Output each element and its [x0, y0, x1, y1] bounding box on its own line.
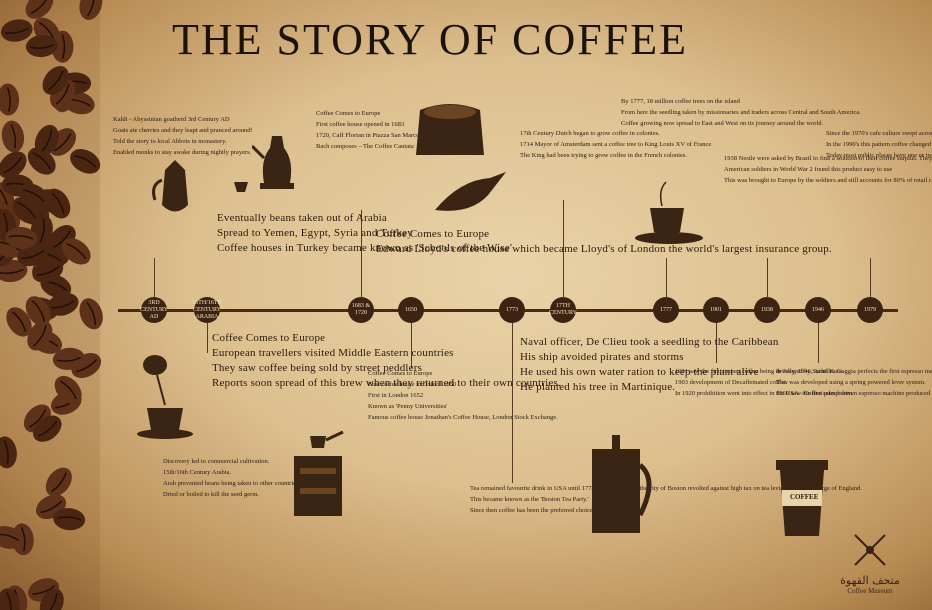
discovery-text: Discovery led to commercial cultivation.…: [163, 458, 301, 498]
node-1901: 1901: [703, 297, 729, 323]
lloyds-text: Coffee Comes to Europe Edward Lloyd's co…: [376, 228, 832, 255]
small-cup-illustration: [234, 182, 248, 192]
arabia-text: Eventually beans taken out of Arabia Spr…: [217, 212, 513, 254]
oxford-text: Coffee Comes to Europe First coffee hous…: [368, 370, 558, 421]
node-1938: 1938: [754, 297, 780, 323]
coffee-grinder-illustration: [294, 430, 344, 516]
node-17th-century: 17TH CENTURY: [549, 297, 577, 323]
declieu-text: Naval officer, De Clieu took a seedling …: [520, 336, 779, 393]
europe-1720-text: Coffee Comes to Europe First coffee hous…: [316, 110, 466, 150]
node-15th-16th-century: 15TH/16TH CENTURY ARABIA: [192, 297, 222, 323]
takeaway-cup-illustration: [776, 460, 828, 536]
takeaway-cup-label: COFFEE: [790, 493, 819, 501]
nestle-text: 1938 Nestle were asked by Brazil to find…: [724, 155, 932, 184]
europe-travellers-text: Coffee Comes to Europe European travelle…: [212, 332, 561, 389]
coffee-pot-illustration: [152, 160, 188, 212]
coffee-cup-flowers-illustration: [635, 181, 703, 244]
1777-text: By 1777, 18 million coffee trees on the …: [621, 98, 861, 127]
1901-text: 1901 saw the first instant coffee being …: [675, 368, 854, 397]
logo-english: Coffee Museum: [847, 587, 893, 595]
page-title: THE STORY OF COFFEE: [172, 15, 688, 64]
node-1979: 1979: [857, 297, 883, 323]
1979-text: Since the 1970's cafe culture swept acro…: [826, 130, 932, 159]
tea-text: Tea remained favourite drink in USA unti…: [470, 485, 862, 514]
node-1683-1720: 1683 & 1720: [348, 297, 374, 323]
node-1946: 1946: [805, 297, 831, 323]
coffee-beans-icon: [0, 0, 103, 610]
pouring-cup-illustration: [137, 355, 193, 439]
node-3rd-century: 3RD CENTURY AD: [140, 297, 168, 323]
kaldi-text: Kaldi - Abyssinian goatherd 3rd Century …: [113, 116, 253, 156]
coffee-museum-logo: متحف القهوة Coffee Museum: [830, 530, 910, 600]
dutch-text: 17th Century Dutch began to grow coffee …: [520, 130, 712, 159]
coffee-sack-illustration: [416, 104, 484, 155]
node-1777: 1777: [653, 297, 679, 323]
coffee-scoop-illustration: [435, 172, 506, 211]
logo-arabic: متحف القهوة: [840, 574, 900, 587]
dallah-pot-illustration: [252, 136, 294, 189]
french-press-illustration: [592, 435, 652, 533]
node-1773: 1773: [499, 297, 525, 323]
coffee-museum-emblem-icon: [854, 534, 886, 566]
node-1650: 1650: [398, 297, 424, 323]
1946-text: In Italy, 1946, Achilles Gaggia perfects…: [776, 368, 932, 397]
